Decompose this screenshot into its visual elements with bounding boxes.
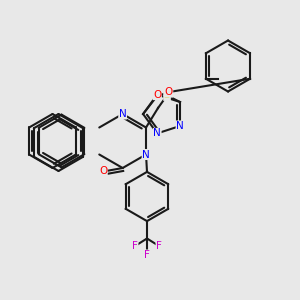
Text: N: N xyxy=(119,109,127,119)
Text: F: F xyxy=(144,250,150,260)
Text: N: N xyxy=(176,121,184,131)
Text: O: O xyxy=(153,90,161,100)
Text: F: F xyxy=(156,241,162,251)
Text: N: N xyxy=(153,128,161,138)
Text: O: O xyxy=(99,166,107,176)
Text: O: O xyxy=(164,87,173,97)
Text: N: N xyxy=(142,149,150,160)
Text: F: F xyxy=(132,241,138,251)
Text: S: S xyxy=(164,90,170,100)
